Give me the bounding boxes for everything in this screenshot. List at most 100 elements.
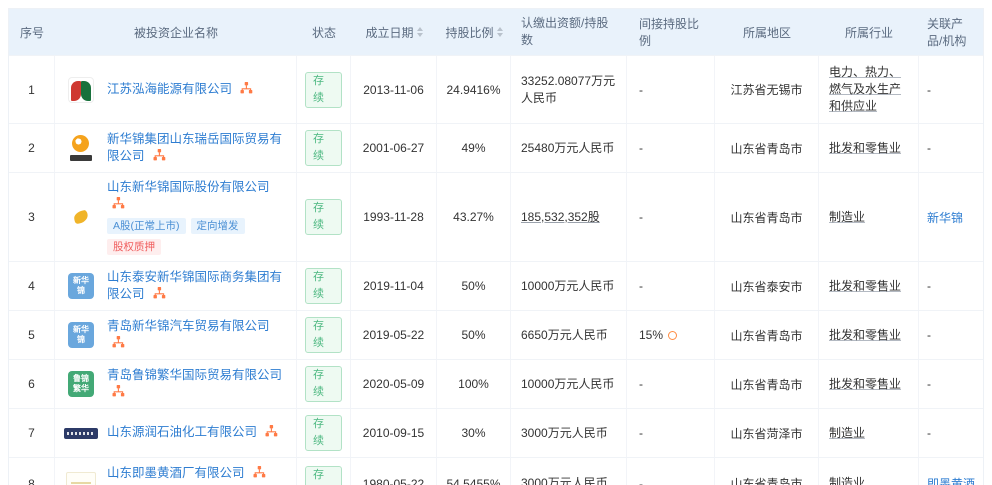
column-header-industry: 所属行业 (819, 9, 919, 55)
region: 山东省泰安市 (730, 279, 803, 294)
company-cell: 新华锦 青岛新华锦汽车贸易有限公司 (55, 311, 297, 359)
established-date-cell: 2020-05-09 (351, 360, 437, 408)
relation-graph-icon[interactable] (153, 148, 166, 166)
related-product: - (927, 82, 931, 97)
indirect-ratio-cell: - (627, 458, 715, 485)
company-name-link[interactable]: 青岛新华锦汽车贸易有限公司 (107, 318, 270, 333)
column-header-index: 序号 (9, 9, 55, 55)
industry[interactable]: 制造业 (829, 476, 866, 485)
status-badge: 存续 (305, 268, 342, 304)
company-tag[interactable]: A股(正常上市) (107, 218, 186, 234)
industry-cell: 电力、热力、燃气及水生产和供应业 (819, 56, 919, 123)
relation-graph-icon[interactable] (112, 197, 125, 214)
indirect-ratio: - (639, 476, 643, 485)
shareholding-ratio-cell: 49% (437, 124, 511, 172)
row-index: 8 (28, 476, 35, 485)
relation-graph-icon[interactable] (112, 335, 125, 353)
logo-text: 新华 (73, 276, 89, 285)
industry[interactable]: 批发和零售业 (829, 376, 902, 391)
industry-cell: 制造业 (819, 409, 919, 457)
table-row: 1 江苏泓海能源有限公司 (9, 55, 983, 123)
sort-updown-icon[interactable] (416, 27, 423, 37)
company-name-link[interactable]: 山东泰安新华锦国际商务集团有限公司 (107, 269, 283, 301)
row-index-cell: 7 (9, 409, 55, 457)
sort-updown-icon[interactable] (496, 27, 503, 37)
column-header-established-date[interactable]: 成立日期 (351, 9, 437, 55)
row-index-cell: 4 (9, 262, 55, 310)
company-cell: 新华锦集团山东瑞岳国际贸易有限公司 (55, 124, 297, 172)
subscribed-amount-cell: 6650万元人民币 (511, 311, 627, 359)
column-header-label: 状态 (311, 25, 336, 40)
company-cell: 江苏泓海能源有限公司 (55, 56, 297, 123)
relation-graph-icon[interactable] (240, 81, 253, 99)
related-product-cell: - (919, 409, 985, 457)
company-name-link[interactable]: 山东源润石油化工有限公司 (107, 425, 258, 439)
relation-graph-icon[interactable] (153, 286, 166, 304)
company-logo-image (72, 209, 90, 225)
related-product-cell: - (919, 124, 985, 172)
region-cell: 山东省青岛市 (715, 124, 819, 172)
region-cell: 山东省青岛市 (715, 458, 819, 485)
shareholding-ratio-cell: 43.27% (437, 173, 511, 261)
column-header-label: 关联产品/机构 (927, 17, 967, 48)
company-name-link[interactable]: 青岛鲁锦繁华国际贸易有限公司 (107, 367, 283, 382)
industry[interactable]: 批发和零售业 (829, 140, 902, 155)
indirect-ratio: - (639, 377, 643, 391)
company-logo (63, 471, 99, 485)
company-name-block: 江苏泓海能源有限公司 (107, 81, 253, 99)
region: 山东省青岛市 (730, 210, 803, 225)
company-name-link[interactable]: 江苏泓海能源有限公司 (107, 81, 233, 96)
subscribed-amount-cell: 3000万元人民币 (511, 458, 627, 485)
column-header-label: 间接持股比例 (639, 17, 700, 48)
industry[interactable]: 电力、热力、燃气及水生产和供应业 (829, 65, 902, 113)
status-cell: 存续 (297, 173, 351, 261)
company-name-link[interactable]: 山东新华锦国际股份有限公司 (107, 180, 270, 194)
established-date: 2019-11-04 (363, 279, 424, 293)
subscribed-amount-cell: 3000万元人民币 (511, 409, 627, 457)
company-logo-image (68, 76, 94, 103)
company-tag[interactable]: 定向增发 (190, 218, 245, 234)
related-product[interactable]: 即墨黄酒 (927, 477, 976, 485)
shareholding-ratio-cell: 24.9416% (437, 56, 511, 123)
column-header-label: 被投资企业名称 (133, 25, 218, 40)
subscribed-amount: 6650万元人民币 (521, 327, 608, 342)
relation-graph-icon[interactable] (112, 384, 125, 402)
table-row: 3 山东新华锦国际股份有限公司 (9, 172, 983, 261)
orange-ring-icon[interactable] (668, 330, 678, 340)
relation-graph-icon[interactable] (265, 425, 278, 442)
company-logo (63, 427, 99, 439)
related-product-cell: - (919, 311, 985, 359)
company-name-link[interactable]: 山东即墨黄酒厂有限公司 (107, 465, 245, 480)
status-cell: 存续 (297, 56, 351, 123)
status-cell: 存续 (297, 458, 351, 485)
table-row: 7 山东源润石油化工有限公司 (9, 408, 983, 457)
status-badge: 存续 (305, 130, 342, 166)
column-header-label: 成立日期 (365, 25, 414, 40)
region: 江苏省无锡市 (730, 83, 803, 97)
industry[interactable]: 制造业 (829, 425, 866, 440)
row-index: 2 (28, 141, 35, 155)
subscribed-amount: 3000万元人民币 (521, 476, 608, 485)
shareholding-ratio-cell: 30% (437, 409, 511, 457)
relation-graph-icon[interactable] (253, 465, 266, 483)
established-date: 2013-11-06 (363, 82, 424, 97)
company-logo (63, 209, 99, 225)
industry[interactable]: 制造业 (829, 209, 866, 224)
subscribed-amount: 10000万元人民币 (521, 376, 615, 391)
established-date: 2019-05-22 (362, 328, 425, 342)
shareholding-ratio-cell: 54.5455% (437, 458, 511, 485)
related-product[interactable]: 新华锦 (927, 210, 964, 225)
related-product-cell: - (919, 56, 985, 123)
industry-cell: 批发和零售业 (819, 360, 919, 408)
industry[interactable]: 批发和零售业 (829, 278, 902, 293)
region-cell: 山东省青岛市 (715, 173, 819, 261)
region: 山东省青岛市 (730, 477, 803, 485)
company-name-block: 新华锦集团山东瑞岳国际贸易有限公司 (107, 131, 288, 166)
company-name-link[interactable]: 新华锦集团山东瑞岳国际贸易有限公司 (107, 131, 283, 163)
related-product: - (927, 426, 931, 440)
industry[interactable]: 批发和零售业 (829, 327, 902, 342)
column-header-shareholding-ratio[interactable]: 持股比例 (437, 9, 511, 55)
company-logo: 新华锦 (63, 273, 99, 299)
company-tag[interactable]: 股权质押 (107, 239, 161, 255)
region: 山东省青岛市 (730, 328, 803, 343)
